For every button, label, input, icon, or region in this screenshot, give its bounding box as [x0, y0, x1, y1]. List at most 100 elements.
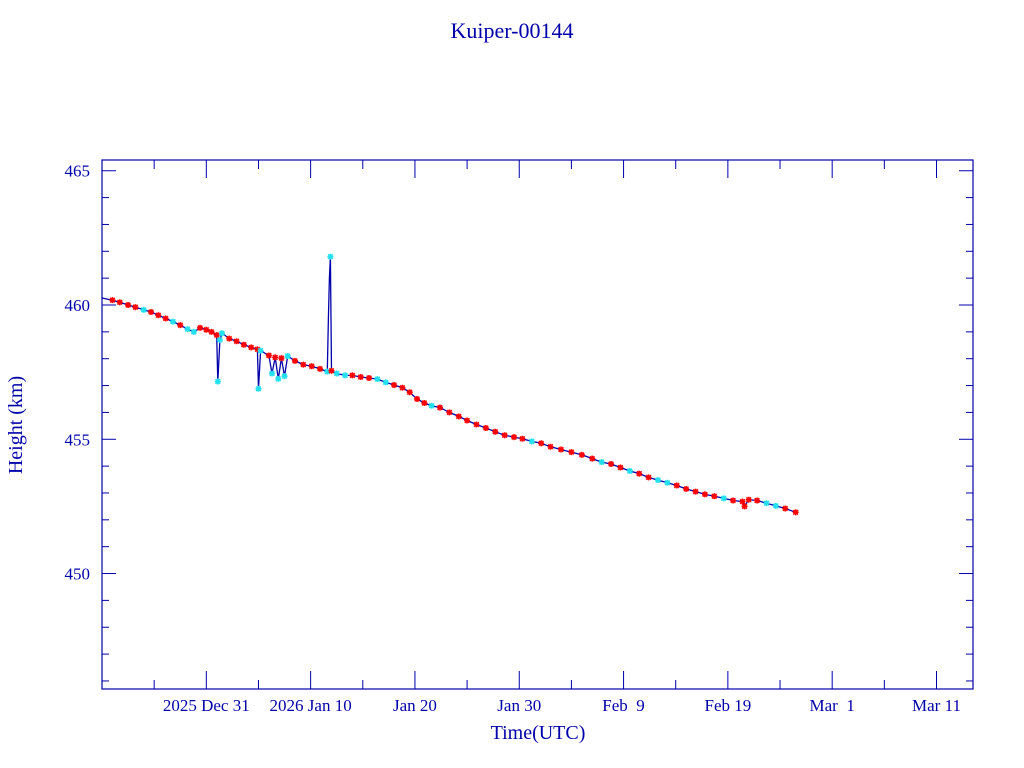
asterisk-stroke: [399, 384, 406, 391]
asterisk-stroke: [190, 328, 197, 335]
data-point-red: [782, 505, 789, 512]
asterisk-stroke: [240, 341, 247, 348]
asterisk-stroke: [720, 495, 727, 502]
data-point-cyan: [169, 318, 176, 325]
asterisk-stroke: [125, 302, 131, 308]
data-point-red: [177, 322, 184, 329]
data-point-red: [155, 312, 162, 319]
data-point-red: [197, 324, 204, 331]
data-point-cyan: [214, 378, 221, 385]
data-point-red: [272, 354, 279, 361]
y-tick-label: 450: [65, 565, 91, 584]
asterisk-stroke: [269, 370, 275, 377]
data-point-red: [109, 297, 116, 304]
asterisk-stroke: [177, 322, 184, 329]
data-point-red: [148, 308, 155, 315]
asterisk-stroke: [208, 328, 215, 335]
data-point-red: [511, 434, 518, 441]
asterisk-stroke: [278, 355, 285, 362]
data-point-red: [208, 328, 215, 335]
x-tick-label: Mar 11: [912, 696, 961, 715]
data-point-red: [473, 421, 480, 428]
data-point-red: [683, 485, 690, 492]
asterisk-stroke: [148, 309, 154, 315]
asterisk-stroke: [446, 409, 453, 416]
asterisk-stroke: [197, 324, 203, 331]
asterisk-stroke: [109, 297, 116, 304]
asterisk-stroke: [140, 306, 147, 313]
data-point-red: [739, 498, 746, 505]
data-point-red: [240, 341, 247, 348]
asterisk-stroke: [184, 326, 191, 333]
data-point-red: [482, 424, 489, 431]
asterisk-stroke: [455, 413, 462, 420]
asterisk-stroke: [428, 402, 435, 409]
data-point-red: [519, 435, 526, 442]
asterisk-stroke: [538, 440, 545, 447]
x-tick-label: Feb 9: [602, 696, 645, 715]
y-tick-label: 465: [65, 162, 91, 181]
data-point-red: [636, 470, 643, 477]
x-tick-label: 2026 Jan 10: [270, 696, 352, 715]
data-point-red: [233, 338, 240, 345]
data-point-cyan: [626, 467, 633, 474]
data-point-red: [132, 304, 139, 311]
asterisk-stroke: [702, 491, 708, 498]
asterisk-stroke: [357, 374, 364, 380]
asterisk-stroke: [254, 346, 261, 353]
asterisk-stroke: [754, 497, 760, 504]
data-point-cyan: [269, 370, 276, 377]
asterisk-stroke: [257, 347, 264, 354]
data-point-red: [455, 413, 462, 420]
data-point-cyan: [664, 479, 671, 486]
data-point-cyan: [342, 372, 349, 379]
asterisk-stroke: [568, 449, 575, 456]
asterisk-stroke: [636, 470, 643, 477]
data-point-cyan: [284, 353, 291, 360]
asterisk-stroke: [673, 482, 680, 489]
data-point-red: [730, 497, 737, 504]
asterisk-stroke: [233, 338, 240, 345]
asterisk-stroke: [664, 479, 671, 486]
asterisk-stroke: [275, 375, 282, 382]
data-point-red: [278, 355, 285, 362]
data-point-red: [711, 493, 718, 500]
asterisk-stroke: [226, 335, 233, 342]
data-point-red: [300, 361, 307, 368]
data-point-red: [357, 373, 364, 380]
x-tick-label: Jan 20: [393, 696, 437, 715]
asterisk-stroke: [281, 373, 288, 380]
data-point-red: [792, 509, 799, 516]
asterisk-stroke: [483, 425, 489, 431]
asterisk-stroke: [162, 315, 169, 322]
data-point-cyan: [598, 459, 605, 466]
data-point-red: [213, 332, 220, 339]
y-tick-label: 455: [65, 430, 91, 449]
asterisk-stroke: [501, 432, 508, 439]
data-point-red: [308, 363, 315, 370]
asterisk-stroke: [266, 352, 272, 359]
asterisk-stroke: [792, 509, 799, 516]
data-point-red: [568, 449, 575, 456]
asterisk-stroke: [739, 498, 746, 505]
data-point-red: [501, 432, 508, 439]
data-point-red: [436, 404, 443, 411]
data-point-cyan: [275, 375, 282, 382]
asterisk-stroke: [492, 428, 499, 435]
data-point-cyan: [333, 370, 340, 377]
asterisk-stroke: [745, 496, 752, 503]
asterisk-stroke: [578, 451, 585, 458]
x-tick-label: Mar 1: [810, 696, 855, 715]
data-point-red: [414, 395, 421, 402]
data-point-cyan: [772, 502, 779, 509]
asterisk-stroke: [772, 502, 779, 509]
data-point-red: [349, 372, 356, 379]
asterisk-stroke: [519, 435, 526, 442]
data-point-red: [116, 299, 123, 306]
asterisk-stroke: [730, 497, 736, 504]
data-point-red: [617, 464, 624, 471]
asterisk-stroke: [132, 304, 139, 311]
x-axis-label: Time(UTC): [491, 722, 586, 744]
data-point-red: [608, 460, 615, 467]
